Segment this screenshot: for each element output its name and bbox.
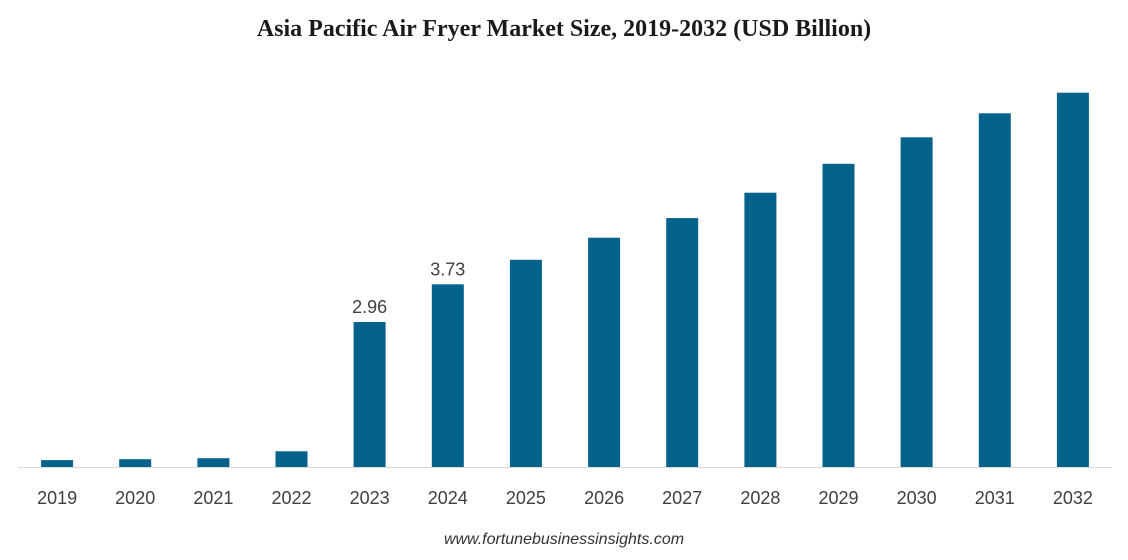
bar-2023	[353, 322, 386, 467]
x-tick-label: 2026	[584, 488, 624, 508]
x-tick-label: 2025	[506, 488, 546, 508]
bar-2022	[275, 451, 308, 467]
x-tick-label: 2030	[897, 488, 937, 508]
x-tick-label: 2019	[37, 488, 77, 508]
bar-2025	[509, 259, 542, 467]
data-labels-group: 2.96 3.73	[352, 259, 465, 317]
bar-2019	[41, 460, 74, 467]
bar-2024	[431, 284, 464, 467]
x-tick-label: 2023	[350, 488, 390, 508]
x-tick-label: 2024	[428, 488, 468, 508]
x-tick-label: 2022	[271, 488, 311, 508]
x-tick-label: 2020	[115, 488, 155, 508]
data-label: 2.96	[352, 297, 387, 317]
bar-2028	[744, 192, 777, 467]
x-tick-label: 2027	[662, 488, 702, 508]
bar-2027	[666, 218, 699, 467]
bar-2026	[588, 237, 621, 467]
source-url: www.fortunebusinessinsights.com	[443, 531, 685, 548]
bar-2029	[822, 163, 855, 468]
x-tick-label: 2032	[1053, 488, 1093, 508]
bar-2020	[119, 459, 152, 467]
x-tick-label: 2031	[975, 488, 1015, 508]
bars-group	[41, 92, 1089, 468]
x-tick-label: 2021	[193, 488, 233, 508]
data-label: 3.73	[430, 259, 465, 279]
bar-2030	[900, 137, 933, 468]
x-tick-labels-group: 2019 2020 2021 2022 2023 2024 2025 2026 2027 2028…	[37, 488, 1093, 508]
bar-2031	[978, 113, 1011, 468]
chart-title: Asia Pacific Air Fryer Market Size, 2019…	[256, 16, 872, 42]
x-tick-label: 2028	[740, 488, 780, 508]
x-tick-label: 2029	[818, 488, 858, 508]
bar-2032	[1056, 92, 1089, 467]
bar-2021	[197, 458, 230, 467]
